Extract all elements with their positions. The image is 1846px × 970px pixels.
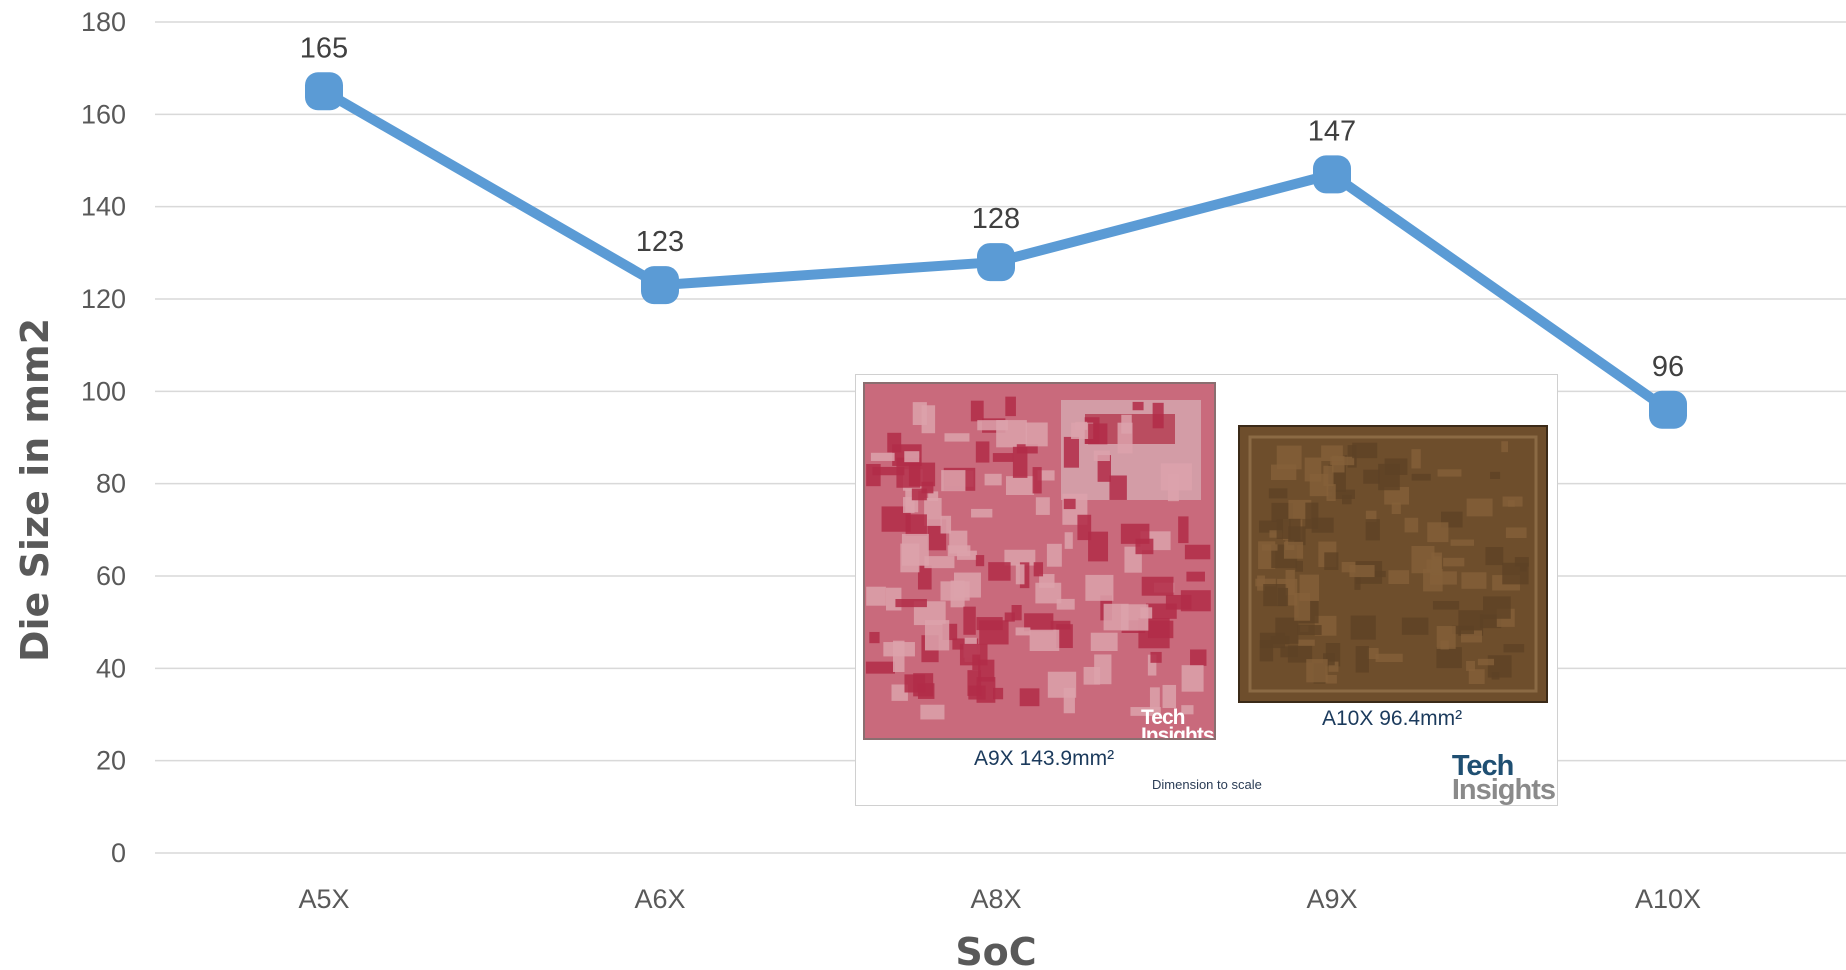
- y-tick-label: 140: [81, 192, 126, 222]
- x-tick-label: A5X: [298, 884, 349, 914]
- techinsights-logo: Tech Insights: [1451, 750, 1556, 807]
- x-axis-title: SoC: [955, 930, 1036, 970]
- data-point: [305, 72, 343, 111]
- logo-line-2: Insights: [1451, 774, 1556, 807]
- data-label: 123: [636, 226, 684, 258]
- y-tick-label: 20: [96, 746, 126, 776]
- a9x-die-photo: Tech Insights: [863, 382, 1216, 740]
- a9x-watermark-logo: Tech Insights: [1141, 706, 1214, 740]
- data-label: 96: [1652, 351, 1684, 383]
- a9x-caption: A9X 143.9mm²: [974, 747, 1115, 770]
- y-axis-ticks: 0 20 40 60 80 100 120 140 160 180: [81, 7, 126, 868]
- y-tick-label: 160: [81, 99, 126, 129]
- data-label: 147: [1308, 115, 1356, 147]
- y-tick-label: 100: [81, 376, 126, 406]
- y-tick-label: 40: [96, 653, 126, 683]
- data-labels: 165 123 128 147 96: [300, 32, 1684, 383]
- x-tick-label: A6X: [634, 884, 685, 914]
- x-axis-ticks: A5X A6X A8X A9X A10X: [298, 884, 1701, 914]
- x-tick-label: A8X: [970, 884, 1021, 914]
- scale-note: Dimension to scale: [1152, 777, 1262, 792]
- data-point: [1313, 155, 1351, 194]
- data-point: [1649, 390, 1687, 429]
- y-tick-label: 120: [81, 284, 126, 314]
- y-tick-label: 180: [81, 7, 126, 37]
- x-tick-label: A10X: [1635, 884, 1701, 914]
- data-point: [641, 266, 679, 305]
- y-axis-title: Die Size in mm2: [13, 318, 57, 662]
- y-tick-label: 80: [96, 469, 126, 499]
- y-tick-label: 60: [96, 561, 126, 591]
- y-tick-label: 0: [111, 838, 126, 868]
- data-points: [305, 72, 1687, 429]
- a10x-caption: A10X 96.4mm²: [1322, 707, 1463, 730]
- logo-line-1: Tech: [1451, 750, 1515, 783]
- data-point: [977, 243, 1015, 282]
- x-tick-label: A9X: [1306, 884, 1357, 914]
- data-label: 165: [300, 32, 348, 64]
- data-label: 128: [972, 203, 1020, 235]
